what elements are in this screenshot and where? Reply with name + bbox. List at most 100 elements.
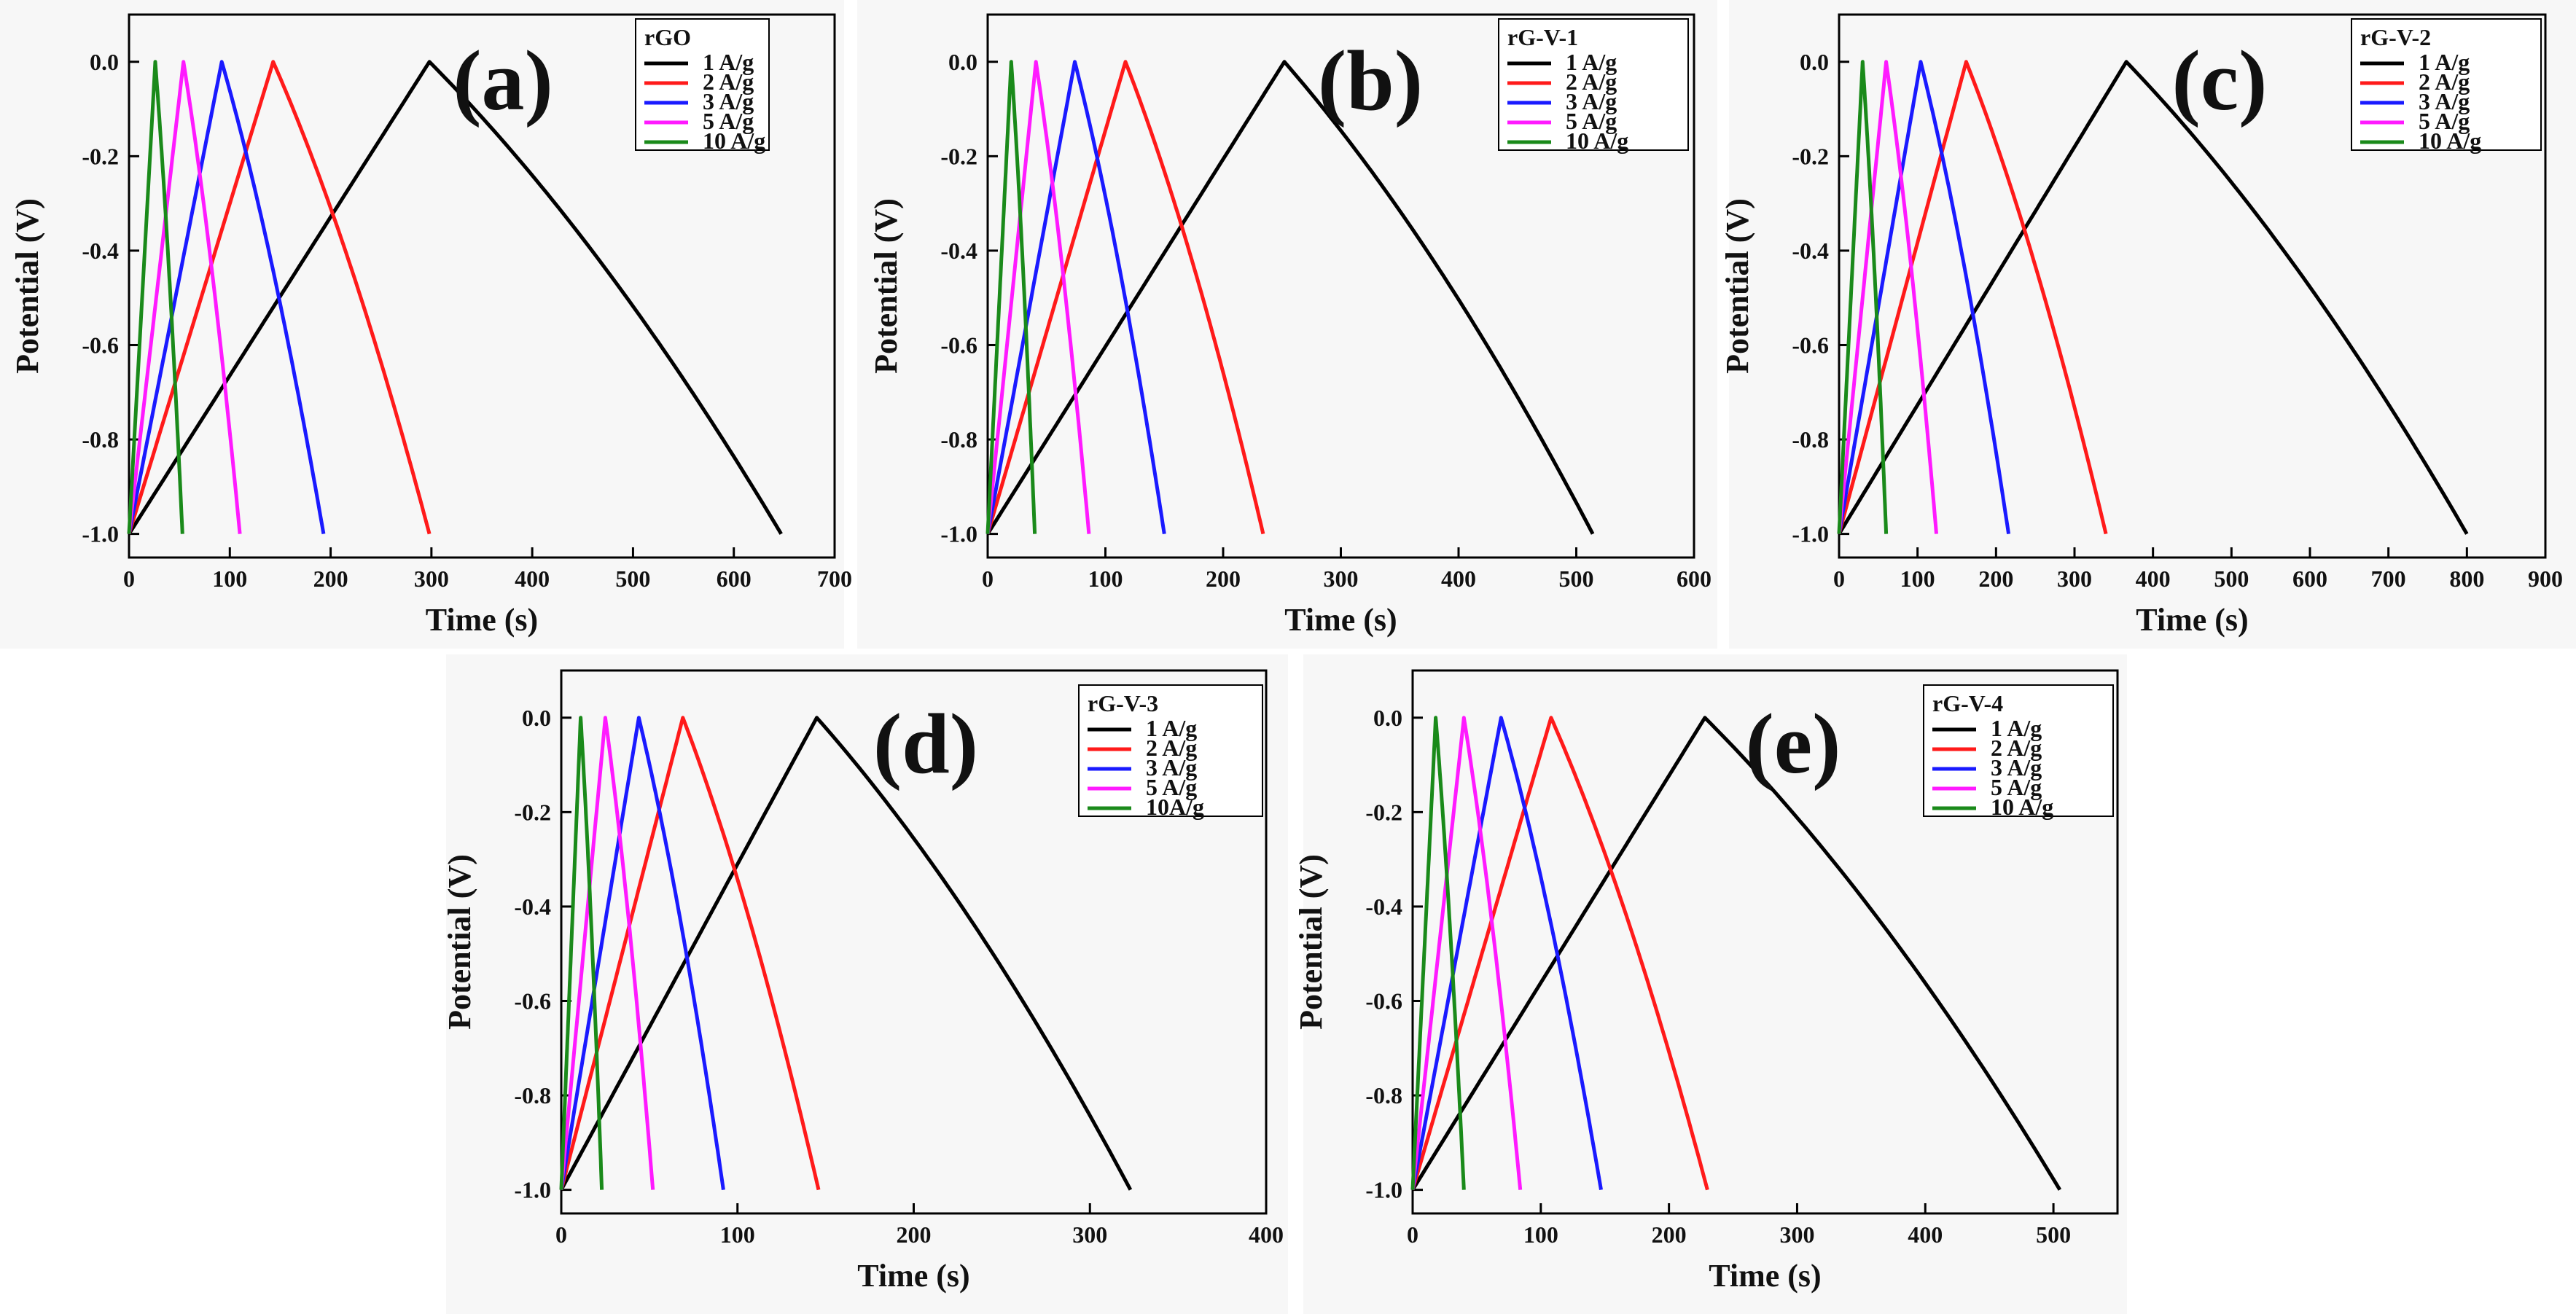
panel-label: (b) [1318, 33, 1423, 128]
series-line-5ag [1837, 60, 1938, 534]
x-tick-label: 200 [1978, 566, 2013, 592]
legend-entry-label: 5 A/g [1146, 774, 1197, 800]
panel-label: (d) [873, 696, 978, 791]
series-line-3ag [985, 60, 1166, 535]
series-line-2ag [985, 60, 1265, 535]
y-tick-label: -0.2 [1792, 143, 1829, 169]
series-line-1ag [985, 60, 1595, 535]
x-axis-title: Time (s) [1709, 1258, 1821, 1294]
x-tick-label: 700 [2371, 566, 2406, 592]
series-line-3ag [559, 716, 725, 1191]
x-tick-label: 200 [313, 566, 348, 592]
y-tick-label: -0.4 [940, 238, 977, 264]
legend-title: rG-V-4 [1932, 690, 2003, 716]
series-line-5ag [1410, 716, 1523, 1190]
x-tick-label: 200 [897, 1221, 932, 1248]
y-tick-label: -1.0 [514, 1177, 551, 1203]
x-tick-label: 500 [615, 566, 650, 592]
legend: rGO 1 A/g2 A/g3 A/g5 A/g10 A/g [635, 18, 770, 154]
x-tick-label: 400 [515, 566, 550, 592]
legend-entry-label: 2 A/g [2419, 69, 2470, 95]
legend-title: rG-V-2 [2360, 24, 2431, 50]
series-line-2ag [1410, 716, 1709, 1191]
legend-entry-label: 10 A/g [2419, 128, 2481, 154]
y-tick-label: -0.6 [940, 332, 977, 358]
legend-entry-label: 5 A/g [703, 108, 754, 134]
y-tick-label: -0.2 [514, 799, 551, 825]
series-line-10ag [127, 60, 184, 534]
legend-title: rG-V-3 [1088, 690, 1158, 716]
legend-entry-label: 5 A/g [1566, 108, 1617, 134]
legend-entry-label: 2 A/g [703, 69, 754, 95]
x-tick-label: 400 [1441, 566, 1476, 592]
legend-entry-label: 10 A/g [703, 128, 765, 154]
x-tick-label: 500 [2036, 1221, 2071, 1248]
x-axis-title: Time (s) [857, 1258, 969, 1294]
y-tick-label: -1.0 [82, 521, 119, 547]
y-tick-label: 0.0 [1373, 705, 1402, 731]
x-axis-title: Time (s) [2136, 602, 2248, 638]
x-tick-label: 100 [1088, 566, 1123, 592]
legend-entry-label: 2 A/g [1566, 69, 1617, 95]
series-line-1ag [1837, 60, 2469, 535]
legend-entry-label: 2 A/g [1146, 735, 1197, 761]
x-tick-label: 100 [1523, 1221, 1558, 1248]
legend-entry-label: 2 A/g [1991, 735, 2042, 761]
x-tick-label: 200 [1652, 1221, 1687, 1248]
x-tick-label: 600 [1677, 566, 1712, 592]
x-tick-label: 0 [123, 566, 135, 592]
y-tick-label: -0.2 [82, 143, 119, 169]
x-tick-label: 700 [817, 566, 852, 592]
y-tick-label: 0.0 [948, 49, 977, 75]
legend-title: rG-V-1 [1507, 24, 1578, 50]
x-tick-label: 100 [1900, 566, 1935, 592]
x-tick-label: 500 [2214, 566, 2249, 592]
x-tick-label: 300 [1072, 1221, 1107, 1248]
series-line-1ag [127, 60, 783, 535]
panel-b: 0 100 200 300 400 500 600 0.0 -0.2 -0.4 -0.6 -0.8 -1… [868, 13, 1712, 638]
series-line-3ag [1410, 716, 1603, 1191]
x-axis-title: Time (s) [426, 602, 538, 638]
x-tick-label: 900 [2528, 566, 2563, 592]
y-axis-title: Potential (V) [442, 854, 477, 1030]
plot-frame [1838, 13, 2547, 559]
x-tick-label: 300 [1324, 566, 1359, 592]
y-tick-label: -0.8 [940, 426, 977, 453]
legend-entry-label: 3 A/g [2419, 88, 2470, 114]
y-tick-label: -0.4 [82, 238, 119, 264]
panel-label: (a) [453, 33, 553, 128]
y-tick-label: 0.0 [522, 705, 551, 731]
y-tick-label: -0.2 [1365, 799, 1402, 825]
x-tick-label: 400 [2136, 566, 2171, 592]
y-tick-label: -0.6 [82, 332, 119, 358]
series-line-3ag [1837, 60, 2011, 535]
plot-frame [128, 13, 836, 559]
x-tick-label: 100 [212, 566, 247, 592]
series-line-10ag [985, 60, 1037, 534]
x-tick-label: 600 [717, 566, 752, 592]
series-line-10ag [1837, 60, 1889, 534]
y-tick-label: -1.0 [1792, 521, 1829, 547]
legend-entry-label: 1 A/g [1146, 715, 1197, 741]
panel-d: 0 100 200 300 400 0.0 -0.2 -0.4 -0.6 -0.8 -1.0 Time… [442, 669, 1284, 1294]
y-axis-title: Potential (V) [1720, 198, 1755, 374]
y-axis-title: Potential (V) [868, 198, 904, 374]
x-axis-title: Time (s) [1284, 602, 1397, 638]
legend-entry-label: 3 A/g [1146, 754, 1197, 781]
panel-e: 0 100 200 300 400 500 0.0 -0.2 -0.4 -0.6 -0.8 -1.0 T… [1293, 669, 2119, 1294]
legend: rG-V-41 A/g2 A/g3 A/g5 A/g10 A/g [1923, 684, 2114, 820]
legend-entry-label: 3 A/g [1566, 88, 1617, 114]
y-tick-label: -0.6 [514, 988, 551, 1014]
x-tick-label: 0 [982, 566, 994, 592]
series-line-1ag [559, 716, 1133, 1191]
series-line-2ag [1837, 60, 2108, 535]
panel-label: (c) [2172, 33, 2268, 128]
series-line-10ag [559, 716, 604, 1190]
legend-entry-label: 1 A/g [2419, 49, 2470, 75]
x-tick-label: 0 [1407, 1221, 1418, 1248]
legend-entry-label: 3 A/g [703, 88, 754, 114]
legend-entry-label: 3 A/g [1991, 754, 2042, 781]
legend-entry-label: 5 A/g [2419, 108, 2470, 134]
y-tick-label: -0.8 [82, 426, 119, 453]
